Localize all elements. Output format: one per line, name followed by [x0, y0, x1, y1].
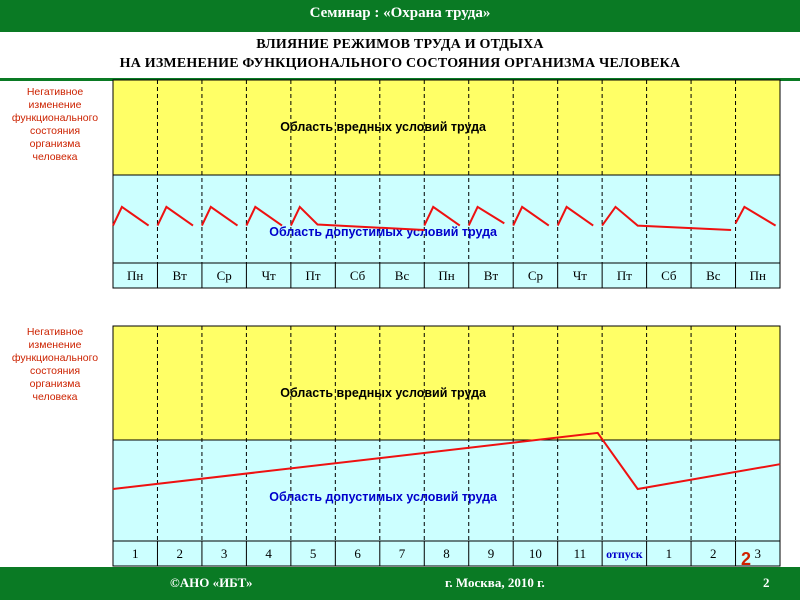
side-label-line: Негативное — [26, 326, 84, 338]
category-label: 1 — [132, 546, 139, 561]
state-line-segment — [423, 205, 461, 227]
harmful-region-label: Область вредных условий труда — [280, 120, 487, 134]
state-line-segment — [289, 205, 425, 231]
category-label: 7 — [399, 546, 406, 561]
category-label: Чт — [573, 268, 587, 283]
category-label: Пн — [127, 268, 143, 283]
side-label-line: изменение — [28, 339, 82, 351]
category-label: Пн — [438, 268, 454, 283]
side-label-line: человека — [32, 391, 78, 403]
category-label: Ср — [528, 268, 543, 283]
category-label: 4 — [265, 546, 272, 561]
category-label: Пт — [617, 268, 632, 283]
category-label: 9 — [488, 546, 495, 561]
side-label-bottom: Негативное изменение функционального сос… — [0, 326, 110, 404]
seminar-banner: Семинар : «Охрана труда» — [0, 0, 800, 32]
category-label: 5 — [310, 546, 317, 561]
category-label: Вт — [173, 268, 188, 283]
harmful-region — [113, 326, 780, 440]
side-label-top: Негативное изменение функционального сос… — [0, 86, 110, 164]
category-label: Пт — [306, 268, 321, 283]
permissible-region-label: Область допустимых условий труда — [269, 490, 498, 504]
side-label-line: изменение — [28, 99, 82, 111]
category-strip — [113, 541, 780, 566]
state-line-segment — [556, 205, 594, 227]
state-line-segment — [156, 205, 194, 227]
harmful-region — [113, 80, 780, 175]
category-label: 2 — [710, 546, 717, 561]
category-label: 3 — [755, 546, 762, 561]
category-label: 10 — [529, 546, 542, 561]
slide-title-line-2: НА ИЗМЕНЕНИЕ ФУНКЦИОНАЛЬНОГО СОСТОЯНИЯ О… — [119, 56, 681, 71]
side-label-line: функционального — [11, 352, 99, 364]
category-label: 3 — [221, 546, 228, 561]
side-label-line: организма — [29, 378, 81, 390]
category-label: Вс — [706, 268, 721, 283]
footer-city: г. Москва, 2010 г. — [445, 575, 545, 590]
state-line-segment — [112, 431, 781, 491]
category-label: 2 — [176, 546, 183, 561]
category-label: 8 — [443, 546, 450, 561]
permissible-region — [113, 175, 780, 263]
slide-title-line-1: ВЛИЯНИЕ РЕЖИМОВ ТРУДА И ОТДЫХА — [256, 37, 544, 52]
category-label: Вт — [484, 268, 499, 283]
category-label: 6 — [354, 546, 361, 561]
category-label: 1 — [666, 546, 673, 561]
state-line-segment — [200, 205, 239, 227]
side-label-line: функционального — [11, 112, 99, 124]
vacation-label: отпуск — [606, 547, 643, 561]
category-label: Сб — [661, 268, 677, 283]
state-line-segment — [512, 205, 550, 227]
side-label-line: состояния — [29, 365, 81, 377]
side-label-line: организма — [29, 138, 81, 150]
slide-overlay-number: 2 — [741, 549, 752, 569]
category-label: Сб — [350, 268, 366, 283]
category-label: Вс — [395, 268, 410, 283]
category-label: 11 — [574, 546, 587, 561]
state-line-segment — [601, 205, 732, 231]
state-line-segment — [734, 205, 777, 227]
permissible-region — [113, 440, 780, 541]
slide-header: ВЛИЯНИЕ РЕЖИМОВ ТРУДА И ОТДЫХА НА ИЗМЕНЕ… — [0, 32, 800, 81]
category-label: Пн — [750, 268, 766, 283]
side-label-line: состояния — [29, 125, 81, 137]
chart-frame — [112, 79, 781, 289]
state-line-segment — [467, 205, 505, 227]
state-line-segment — [245, 205, 283, 227]
seminar-title: Семинар : «Охрана труда» — [309, 5, 491, 21]
page-number: 2 — [763, 575, 770, 590]
footer-band: ©АНО «ИБТ» г. Москва, 2010 г. 2 — [0, 567, 800, 600]
category-label: Ср — [217, 268, 232, 283]
harmful-region-label: Область вредных условий труда — [280, 386, 487, 400]
category-label: Чт — [262, 268, 276, 283]
state-line-segment — [112, 205, 150, 227]
footer-org: ©АНО «ИБТ» — [170, 575, 253, 590]
permissible-region-label: Область допустимых условий труда — [269, 225, 498, 239]
chart-frame — [112, 325, 781, 567]
side-label-line: Негативное — [26, 86, 84, 98]
category-strip — [113, 263, 780, 288]
side-label-line: человека — [32, 151, 78, 163]
